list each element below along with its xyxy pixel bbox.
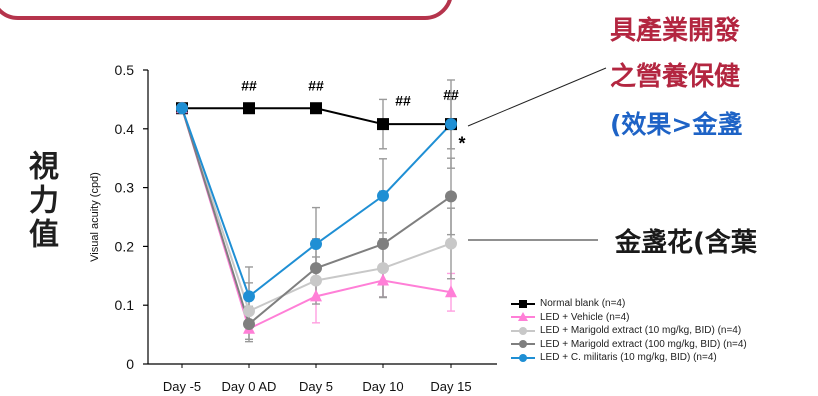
series-2-point	[310, 289, 322, 302]
y-tick-label: 0.2	[115, 238, 135, 254]
legend-item: LED + C. militaris (10 mg/kg, BID) (n=4)	[510, 351, 747, 365]
y-tick-label: 0.4	[115, 121, 135, 137]
series-2-point	[445, 285, 457, 298]
legend-label: LED + Marigold extract (100 mg/kg, BID) …	[540, 338, 747, 350]
y-tick-label: 0.3	[115, 180, 135, 196]
legend-item: LED + Marigold extract (100 mg/kg, BID) …	[510, 338, 747, 352]
callout-line-3: (效果>金盞	[610, 110, 743, 139]
legend-item: LED + Marigold extract (10 mg/kg, BID) (…	[510, 324, 747, 338]
series-3-point	[310, 274, 322, 287]
legend-label: LED + Vehicle (n=4)	[540, 311, 630, 323]
series-4-point	[310, 262, 322, 275]
y-axis-title: Visual acuity (cpd)	[89, 172, 101, 262]
series-5-point	[176, 102, 188, 115]
significance-hash: ##	[395, 92, 411, 108]
visual-acuity-heading: 視力值	[23, 150, 58, 252]
legend-label: Normal blank (n=4)	[540, 298, 626, 310]
x-tick-label: Day 5	[299, 379, 333, 394]
legend-label: LED + Marigold extract (10 mg/kg, BID) (…	[540, 325, 742, 337]
significance-hash: ##	[308, 78, 324, 94]
series-5-point	[377, 189, 389, 202]
series-5-point	[445, 118, 457, 131]
significance-hash: ##	[241, 78, 257, 94]
significance-hash: ##	[443, 86, 459, 102]
y-tick-label: 0	[126, 356, 134, 372]
series-1-point	[377, 118, 389, 131]
y-tick-label: 0.1	[115, 297, 135, 313]
legend-item: Normal blank (n=4)	[510, 297, 747, 311]
x-tick-label: Day -5	[163, 379, 201, 394]
series-1-point	[243, 102, 255, 115]
x-tick-label: Day 15	[430, 379, 471, 394]
legend-swatch	[511, 353, 535, 362]
legend-item: LED + Vehicle (n=4)	[510, 311, 747, 325]
series-4-point	[445, 190, 457, 203]
callout-line-2: 之營養保健	[610, 62, 741, 92]
series-3-point	[243, 305, 255, 318]
series-5-point	[243, 290, 255, 303]
series-2-point	[377, 273, 389, 286]
legend-swatch	[511, 299, 535, 308]
legend-swatch	[511, 312, 535, 322]
callout-leader-top	[467, 67, 607, 127]
callout-line-1: 具產業開發	[610, 16, 741, 46]
series-4-point	[243, 318, 255, 331]
series-1-point	[310, 102, 322, 115]
series-5-point	[310, 238, 322, 251]
significance-star: *	[458, 134, 465, 154]
legend-swatch	[511, 326, 535, 335]
series-3-point	[445, 237, 457, 250]
callout-marigold: 金盞花(含葉	[615, 228, 757, 258]
legend-swatch	[511, 340, 535, 349]
series-3-point	[377, 262, 389, 275]
y-tick-label: 0.5	[115, 62, 135, 78]
legend: Normal blank (n=4) LED + Vehicle (n=4) LED…	[510, 297, 747, 365]
series-4-point	[377, 238, 389, 251]
x-tick-label: Day 0 AD	[222, 379, 277, 394]
legend-label: LED + C. militaris (10 mg/kg, BID) (n=4)	[540, 352, 717, 364]
x-tick-label: Day 10	[362, 379, 403, 394]
